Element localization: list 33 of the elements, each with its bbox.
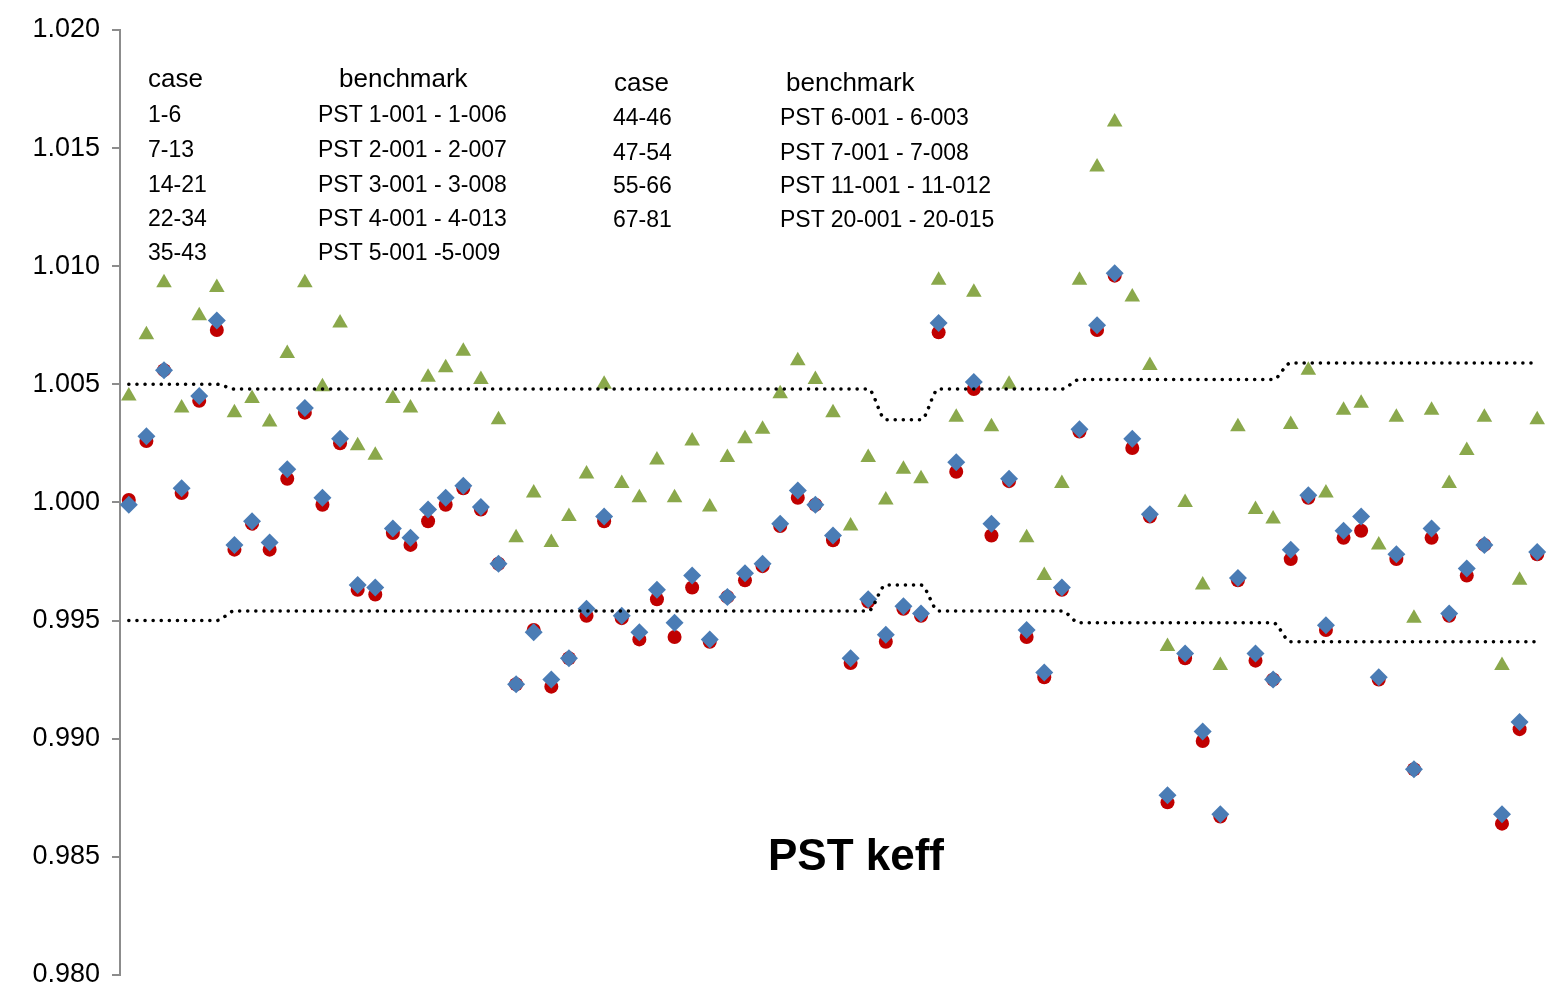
annotation: benchmark: [786, 66, 915, 98]
y-tick-label: 0.985: [32, 840, 100, 871]
annotation: PST 4-001 - 4-013: [318, 204, 507, 232]
annotation: 67-81: [613, 205, 672, 233]
annotation: PST 2-001 - 2-007: [318, 135, 507, 163]
annotation: case: [614, 66, 669, 98]
annotation: PST 3-001 - 3-008: [318, 170, 507, 198]
annotation: 47-54: [613, 138, 672, 166]
text: PST keff: [767, 830, 945, 880]
annotation: PST 1-001 - 1-006: [318, 100, 507, 128]
annotation: 35-43: [148, 238, 207, 266]
annotation: PST 11-001 - 11-012: [780, 171, 991, 199]
annotation: 1-6: [148, 100, 182, 128]
y-tick-label: 1.020: [32, 13, 100, 44]
y-tick-label: 1.000: [32, 485, 100, 516]
annotation: 44-46: [613, 103, 672, 131]
annotation: 55-66: [613, 171, 672, 199]
y-tick-label: 1.005: [32, 367, 100, 398]
annotation: PST 6-001 - 6-003: [780, 103, 969, 131]
y-tick-label: 1.015: [32, 131, 100, 162]
y-tick-label: 0.990: [32, 722, 100, 753]
annotation: PST 20-001 - 20-015: [780, 205, 995, 233]
annotation: case: [148, 62, 203, 94]
annotation: 22-34: [148, 204, 207, 232]
annotation: 7-13: [148, 135, 195, 163]
line-series: [127, 583, 1539, 644]
annotation: benchmark: [339, 62, 468, 94]
annotation: PST 7-001 - 7-008: [780, 138, 969, 166]
y-tick-label: 0.995: [32, 603, 100, 634]
y-tick-label: 0.980: [32, 958, 100, 989]
annotation: PST 5-001 -5-009: [318, 238, 501, 266]
y-tick-label: 1.010: [32, 249, 100, 280]
annotation: 14-21: [148, 170, 207, 198]
